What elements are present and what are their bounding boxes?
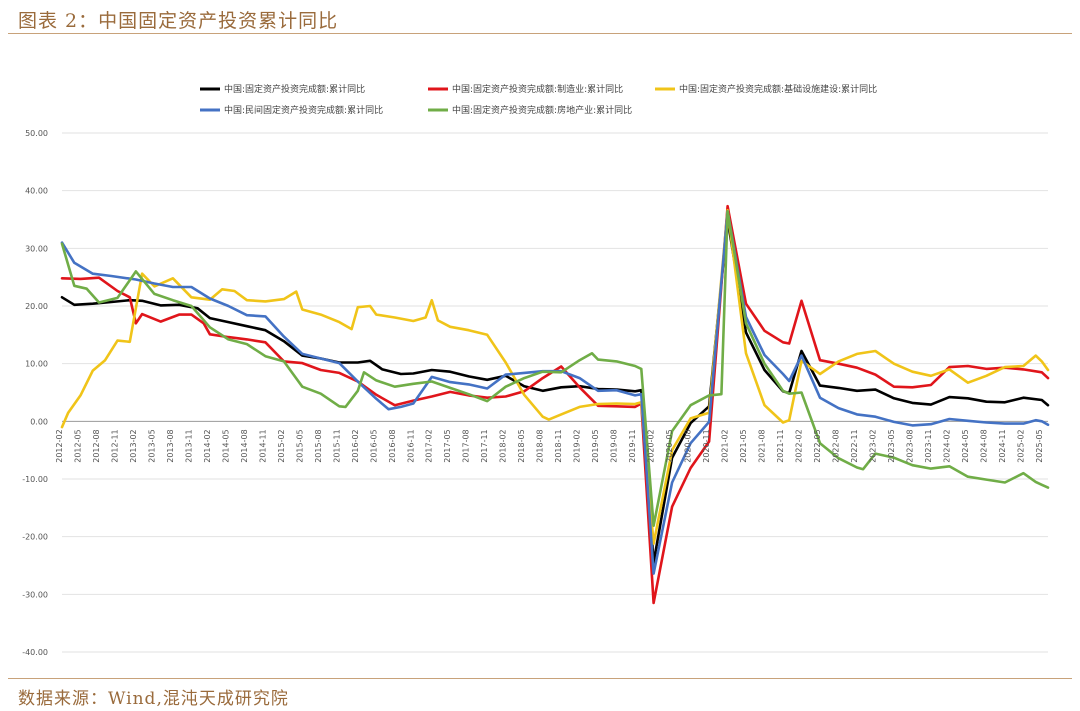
y-tick-label: -20.00 (22, 533, 48, 542)
x-tick-label: 2024-11 (998, 429, 1007, 462)
x-tick-label: 2012-08 (92, 429, 101, 462)
x-tick-label: 2019-05 (591, 429, 600, 462)
x-tick-label: 2020-11 (702, 429, 711, 462)
x-tick-label: 2014-08 (240, 429, 249, 462)
x-tick-label: 2022-08 (831, 429, 840, 462)
x-tick-label: 2018-08 (536, 429, 545, 462)
x-tick-label: 2016-11 (406, 429, 415, 462)
legend-label: 中国:民间固定资产投资完成额:累计同比 (224, 104, 383, 116)
x-tick-label: 2013-05 (147, 429, 156, 462)
figure-title: 图表 2：中国固定资产投资累计同比 (18, 10, 339, 32)
x-tick-label: 2022-02 (795, 429, 804, 462)
legend-label: 中国:固定资产投资完成额:基础设施建设:累计同比 (679, 83, 877, 95)
x-tick-label: 2023-08 (905, 429, 914, 462)
footer-divider (8, 678, 1072, 679)
data-source-note: 数据来源：Wind,混沌天成研究院 (18, 689, 289, 709)
x-tick-label: 2012-02 (55, 429, 64, 462)
x-tick-label: 2013-08 (166, 429, 175, 462)
x-tick-label: 2016-08 (388, 429, 397, 462)
x-tick-label: 2013-11 (184, 429, 193, 462)
x-tick-label: 2021-08 (758, 429, 767, 462)
series-line (60, 218, 1050, 564)
x-tick-label: 2025-02 (1016, 429, 1025, 462)
x-tick-label: 2014-05 (221, 429, 230, 462)
x-tick-label: 2023-02 (868, 429, 877, 462)
x-tick-label: 2017-08 (462, 429, 471, 462)
y-tick-label: 30.00 (25, 244, 48, 253)
x-tick-label: 2017-05 (443, 429, 452, 462)
x-tick-label: 2018-05 (517, 429, 526, 462)
x-tick-label: 2014-02 (203, 429, 212, 462)
y-tick-label: 0.00 (30, 417, 48, 426)
y-tick-label: -30.00 (22, 590, 48, 599)
title-divider (8, 33, 1072, 34)
x-axis-ticks: 2012-02 2012-05 2012-08 2012-11 2013-02 2013-… (55, 429, 1044, 462)
x-tick-label: 2015-08 (314, 429, 323, 462)
x-tick-label: 2024-08 (979, 429, 988, 462)
x-tick-label: 2017-02 (425, 429, 434, 462)
x-tick-label: 2012-11 (110, 429, 119, 462)
x-tick-label: 2021-11 (776, 429, 785, 462)
legend-label: 中国:固定资产投资完成额:累计同比 (224, 83, 365, 95)
series-line (60, 204, 1050, 605)
x-tick-label: 2018-02 (499, 429, 508, 462)
chart-gridlines (62, 132, 1048, 653)
series-line (60, 210, 1050, 527)
y-axis-ticks: 50.00 40.00 30.00 20.00 10.00 0.00 -10.00 -20.0… (22, 129, 48, 657)
series-line (60, 210, 1050, 575)
x-tick-label: 2019-08 (610, 429, 619, 462)
x-tick-label: 2018-11 (554, 429, 563, 462)
x-tick-label: 2017-11 (480, 429, 489, 462)
x-tick-label: 2022-11 (850, 429, 859, 462)
x-tick-label: 2020-08 (684, 429, 693, 462)
x-tick-label: 2024-02 (942, 429, 951, 462)
series-line (60, 209, 1050, 545)
y-tick-label: -10.00 (22, 475, 48, 484)
x-tick-label: 2014-11 (258, 429, 267, 462)
x-tick-label: 2025-05 (1035, 429, 1044, 462)
chart-legend: 中国:固定资产投资完成额:累计同比 中国:固定资产投资完成额:制造业:累计同比 中国… (200, 83, 877, 116)
x-tick-label: 2016-05 (369, 429, 378, 462)
x-tick-label: 2015-05 (295, 429, 304, 462)
x-tick-label: 2012-05 (73, 429, 82, 462)
x-tick-label: 2015-11 (332, 429, 341, 462)
x-tick-label: 2019-02 (573, 429, 582, 462)
y-tick-label: 10.00 (25, 360, 48, 369)
y-tick-label: -40.00 (22, 648, 48, 657)
y-tick-label: 40.00 (25, 187, 48, 196)
legend-label: 中国:固定资产投资完成额:制造业:累计同比 (452, 83, 623, 95)
x-tick-label: 2015-02 (277, 429, 286, 462)
x-tick-label: 2019-11 (628, 429, 637, 462)
y-tick-label: 50.00 (25, 129, 48, 138)
x-tick-label: 2023-11 (924, 429, 933, 462)
chart-series (60, 204, 1050, 605)
x-tick-label: 2016-02 (351, 429, 360, 462)
x-tick-label: 2021-02 (721, 429, 730, 462)
legend-label: 中国:固定资产投资完成额:房地产业:累计同比 (452, 104, 632, 116)
x-tick-label: 2024-05 (961, 429, 970, 462)
x-tick-label: 2022-05 (813, 429, 822, 462)
x-tick-label: 2020-05 (665, 429, 674, 462)
y-tick-label: 20.00 (25, 302, 48, 311)
x-tick-label: 2013-02 (129, 429, 138, 462)
x-tick-label: 2021-05 (739, 429, 748, 462)
x-tick-label: 2023-05 (887, 429, 896, 462)
x-tick-label: 2020-02 (647, 429, 656, 462)
